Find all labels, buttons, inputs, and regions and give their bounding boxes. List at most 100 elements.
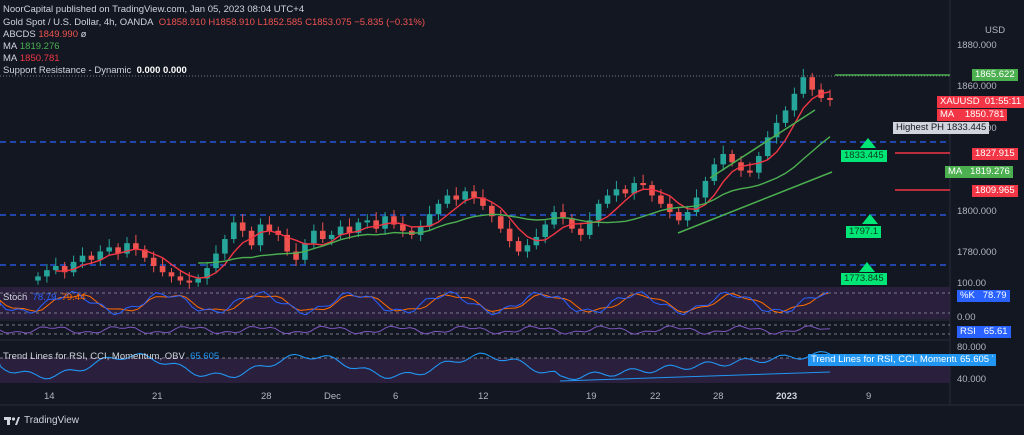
price-tick-1800: 1800.000: [957, 206, 997, 217]
candle-body: [515, 241, 522, 252]
candle-body: [693, 197, 700, 213]
rsi-line: [0, 325, 831, 335]
date-tick-19: 19: [586, 391, 597, 402]
candle-body: [213, 253, 219, 269]
trend-axis-40: 40.000: [957, 374, 987, 385]
stoch-axis-100: 100.00: [957, 278, 987, 289]
candle-body: [391, 216, 397, 225]
trend-value: 65.605: [190, 351, 220, 362]
date-tick-28b: 28: [713, 391, 724, 402]
ma1-row: MA 1819.276: [3, 41, 60, 53]
published-line: NoorCapital published on TradingView.com…: [3, 4, 305, 15]
abcds-row: ABCDS 1849.990 ø: [3, 29, 87, 40]
candle-body: [756, 156, 762, 173]
candle-body: [328, 234, 335, 240]
price-pane: [0, 0, 950, 287]
ohlc-values: O1858.910 H1858.910 L1852.585 C1853.075 …: [158, 17, 425, 28]
ma-green-tag: MA 1819.276: [945, 166, 1013, 178]
candle-body: [106, 247, 112, 252]
candle-body: [471, 191, 477, 198]
ma1-value: 1819.276: [19, 41, 60, 52]
sr-row: Support Resistance - Dynamic 0.000 0.000: [3, 65, 187, 77]
trend-support-line: [559, 371, 831, 382]
date-tick-22: 22: [650, 391, 661, 402]
candle-body: [622, 189, 629, 194]
candle-body: [747, 170, 753, 173]
candle-body: [266, 224, 273, 231]
candle-body: [444, 195, 451, 204]
candle-body: [52, 266, 59, 271]
stoch-legend: Stoch 78.79 79.44: [3, 292, 85, 304]
sr-values: 0.000 0.000: [136, 65, 187, 76]
candle-body: [542, 224, 549, 237]
candle-body: [702, 180, 709, 198]
date-tick-2023: 2023: [776, 391, 798, 402]
abcds-label: ABCDS: [3, 29, 36, 40]
candle-body: [782, 110, 789, 123]
rsi-tag: RSI 65.61: [957, 326, 1011, 338]
price-tick-1780: 1780.000: [957, 247, 997, 258]
candle-body: [133, 243, 139, 250]
support-label-1773: 1773.845: [841, 273, 887, 285]
candle-body: [649, 185, 655, 196]
candle-body: [729, 153, 735, 163]
candle-body: [506, 228, 513, 242]
abcds-value: 1849.990: [38, 29, 78, 40]
stoch-pane-bg: [0, 287, 950, 319]
candle-body: [578, 228, 584, 235]
rsi-tag-value: 65.61: [983, 326, 1008, 337]
candle-body: [355, 222, 362, 233]
candle-body: [150, 257, 157, 267]
candle-body: [141, 249, 148, 258]
stoch-tag: %K 78.79: [957, 290, 1010, 302]
candle-body: [435, 203, 442, 215]
channel-upper: [709, 109, 816, 179]
currency-label: USD: [985, 25, 1006, 36]
candle-body: [204, 268, 210, 279]
candle-body: [168, 272, 175, 277]
ma-fast-line: [55, 91, 831, 279]
candle-body: [35, 276, 41, 281]
candle-body: [70, 261, 77, 273]
candle-body: [586, 220, 593, 235]
stoch-tag-label: %K: [960, 290, 975, 301]
candle-body: [720, 153, 727, 165]
candle-body: [489, 205, 495, 217]
support-arrow-1797: [862, 214, 878, 224]
candle-body: [346, 226, 353, 233]
candle-body: [186, 280, 193, 283]
candle-body: [382, 216, 388, 229]
price-tick-1880: 1880.000: [957, 40, 997, 51]
level-tag-1865: 1865.622: [972, 69, 1018, 81]
ma2-value: 1850.781: [19, 53, 60, 64]
ma-red-label: MA: [940, 109, 955, 120]
ma2-label: MA: [3, 53, 18, 64]
ma-red-tag: MA 1850.781: [937, 109, 1008, 121]
candle-body: [497, 216, 504, 229]
candle-body: [159, 266, 166, 273]
stoch-d: 79.44: [61, 292, 86, 303]
candle-body: [800, 77, 807, 94]
level-tag-1809: 1809.965: [972, 185, 1018, 197]
candle-body: [97, 251, 104, 260]
date-tick-9: 9: [866, 391, 872, 402]
candle-body: [284, 234, 290, 252]
candle-body: [604, 195, 611, 204]
candle-body: [239, 222, 246, 231]
candle-body: [640, 183, 646, 186]
candle-body: [764, 137, 771, 157]
candle-body: [311, 230, 317, 244]
stoch-k: 78.79: [32, 292, 57, 303]
candle-body: [373, 220, 379, 229]
stoch-label: Stoch: [3, 292, 28, 303]
stoch-k-line: [0, 290, 829, 316]
tradingview-logo[interactable]: TradingView: [4, 415, 79, 426]
candle-body: [658, 195, 664, 204]
candle-body: [711, 164, 718, 181]
candle-body: [631, 183, 638, 194]
candle-body: [319, 230, 326, 240]
candle-body: [684, 212, 691, 221]
trend-label: Trend Lines for RSI, CCI, Momentum, OBV: [3, 351, 185, 362]
candle-body: [88, 255, 95, 260]
